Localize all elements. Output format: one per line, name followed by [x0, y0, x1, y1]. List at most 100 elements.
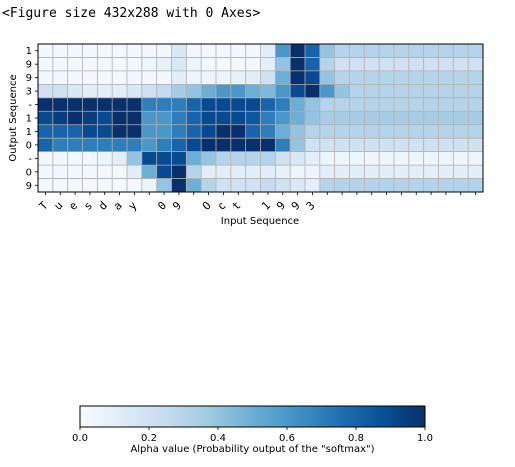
y-tick-label: - — [28, 154, 32, 165]
heatmap-cell — [349, 44, 365, 58]
y-tick-label: 0 — [26, 140, 32, 151]
heatmap-cell — [364, 138, 380, 153]
heatmap-cell — [423, 57, 439, 72]
heatmap-cell — [216, 84, 232, 99]
heatmap-cell — [275, 124, 291, 139]
heatmap-cell — [364, 84, 380, 99]
heatmap-cell — [468, 165, 484, 179]
heatmap-cell — [453, 124, 469, 139]
heatmap-cell — [127, 44, 143, 58]
heatmap-cell — [127, 151, 143, 166]
heatmap-cell — [201, 178, 217, 193]
heatmap-cell — [186, 84, 202, 99]
heatmap-cell — [52, 178, 69, 193]
heatmap-cell — [245, 70, 261, 85]
heatmap-cell — [364, 151, 380, 166]
heatmap-cell — [245, 111, 261, 126]
heatmap-cell — [379, 165, 395, 179]
heatmap-cell — [186, 178, 202, 193]
heatmap-cell — [52, 70, 69, 85]
heatmap-cell — [453, 138, 469, 153]
colorbar-tick-label: 0.0 — [72, 433, 88, 444]
heatmap-cell — [423, 70, 439, 85]
heatmap-cell — [230, 138, 247, 153]
heatmap-cell — [141, 138, 158, 153]
heatmap-cell — [201, 165, 217, 179]
heatmap-cell — [201, 70, 217, 85]
y-tick-label: 1 — [26, 114, 32, 125]
heatmap-cell — [349, 70, 365, 85]
x-tick-label: 1 — [259, 199, 273, 213]
heatmap-cell — [305, 70, 321, 85]
heatmap-cell — [82, 138, 98, 153]
heatmap-cell — [201, 97, 217, 112]
x-axis-label: Input Sequence — [221, 216, 299, 227]
heatmap-cell — [468, 57, 484, 72]
heatmap-cell — [141, 111, 158, 126]
heatmap-cell — [290, 124, 306, 139]
heatmap-cells — [38, 44, 484, 193]
heatmap-grid — [38, 44, 483, 192]
heatmap-cell — [141, 57, 158, 72]
heatmap-cell — [127, 138, 143, 153]
heatmap-cell — [186, 44, 202, 58]
x-tick-label: y — [126, 199, 140, 213]
heatmap-cell — [423, 124, 439, 139]
heatmap-cell — [127, 124, 143, 139]
heatmap-cell — [349, 97, 365, 112]
heatmap-cell — [52, 111, 69, 126]
heatmap-cell — [67, 138, 83, 153]
heatmap-cell — [52, 57, 69, 72]
heatmap-cell — [112, 84, 128, 99]
heatmap-cell — [305, 97, 321, 112]
heatmap-cell — [260, 165, 276, 179]
heatmap-cell — [245, 151, 261, 166]
heatmap-cell — [408, 70, 425, 85]
heatmap-cell — [364, 97, 380, 112]
heatmap-cell — [156, 151, 172, 166]
heatmap-cell — [201, 138, 217, 153]
heatmap-cell — [245, 57, 261, 72]
heatmap-cell — [408, 84, 425, 99]
heatmap-cell — [230, 57, 247, 72]
heatmap-cell — [67, 165, 83, 179]
heatmap-cell — [112, 70, 128, 85]
y-tick-label: 9 — [26, 73, 32, 84]
heatmap-cell — [52, 165, 69, 179]
heatmap-cell — [423, 165, 439, 179]
heatmap-cell — [290, 151, 306, 166]
heatmap-cell — [156, 111, 172, 126]
heatmap-cell — [127, 84, 143, 99]
heatmap-cell — [290, 138, 306, 153]
heatmap-cell — [216, 111, 232, 126]
heatmap-cell — [112, 178, 128, 193]
heatmap-cell — [468, 178, 484, 193]
heatmap-cell — [438, 111, 454, 126]
heatmap-cell — [67, 70, 83, 85]
heatmap-cell — [334, 124, 350, 139]
x-tick-label: 3 — [304, 199, 318, 213]
heatmap-cell — [245, 138, 261, 153]
heatmap-cell — [52, 138, 69, 153]
heatmap-cell — [112, 124, 128, 139]
heatmap-cell — [394, 178, 410, 193]
heatmap-cell — [230, 97, 247, 112]
heatmap-cell — [38, 151, 54, 166]
heatmap-cell — [82, 165, 98, 179]
heatmap-cell — [112, 57, 128, 72]
heatmap-cell — [156, 178, 172, 193]
x-tick-label: c — [215, 199, 229, 213]
heatmap-cell — [230, 44, 247, 58]
x-tick-label: s — [81, 199, 95, 213]
heatmap-cell — [423, 151, 439, 166]
heatmap-cell — [305, 57, 321, 72]
heatmap-cell — [305, 124, 321, 139]
heatmap-cell — [364, 44, 380, 58]
x-tick-label: t — [229, 199, 243, 213]
heatmap-cell — [67, 44, 83, 58]
y-tick-label: 9 — [26, 60, 32, 71]
heatmap-cell — [394, 97, 410, 112]
heatmap-cell — [438, 84, 454, 99]
heatmap-cell — [112, 151, 128, 166]
x-tick-label: 9 — [170, 199, 184, 213]
